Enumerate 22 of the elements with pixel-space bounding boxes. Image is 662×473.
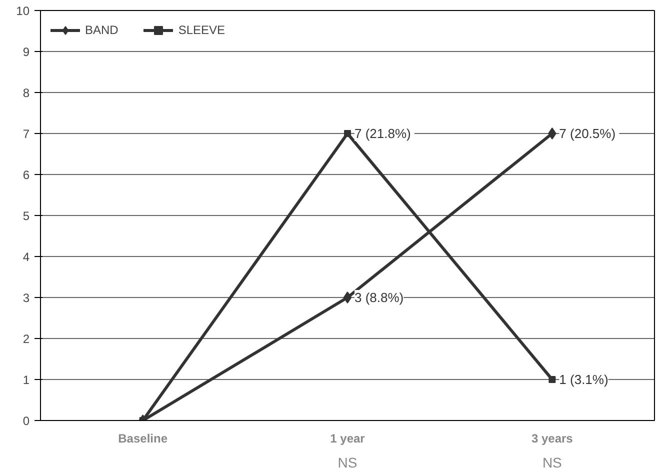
text: NS [338, 454, 358, 470]
y-tick-label: 10 [16, 4, 30, 18]
legend-label: SLEEVE [178, 23, 226, 37]
x-tick-label: 1 year [330, 432, 366, 446]
text: NS [542, 454, 562, 470]
y-tick-label: 8 [22, 86, 30, 100]
x-tick-label: 3 years [531, 432, 574, 446]
y-tick-label: 0 [22, 414, 30, 428]
y-tick-label: 9 [22, 45, 30, 59]
x-tick-label: Baseline [118, 432, 168, 446]
y-tick-label: 4 [22, 250, 30, 264]
data-label: 7 (21.8%) [354, 126, 411, 141]
data-label: 3 (8.8%) [354, 290, 404, 305]
y-tick-label: 6 [22, 168, 30, 182]
y-tick-label: 3 [22, 291, 30, 305]
y-tick-label: 5 [22, 209, 30, 223]
y-tick-label: 1 [22, 373, 30, 387]
data-label: 1 (3.1%) [559, 372, 608, 387]
data-label: 7 (20.5%) [559, 126, 616, 141]
y-tick-label: 7 [22, 127, 30, 141]
y-tick-label: 2 [22, 332, 30, 346]
legend-label: BAND [85, 23, 118, 37]
